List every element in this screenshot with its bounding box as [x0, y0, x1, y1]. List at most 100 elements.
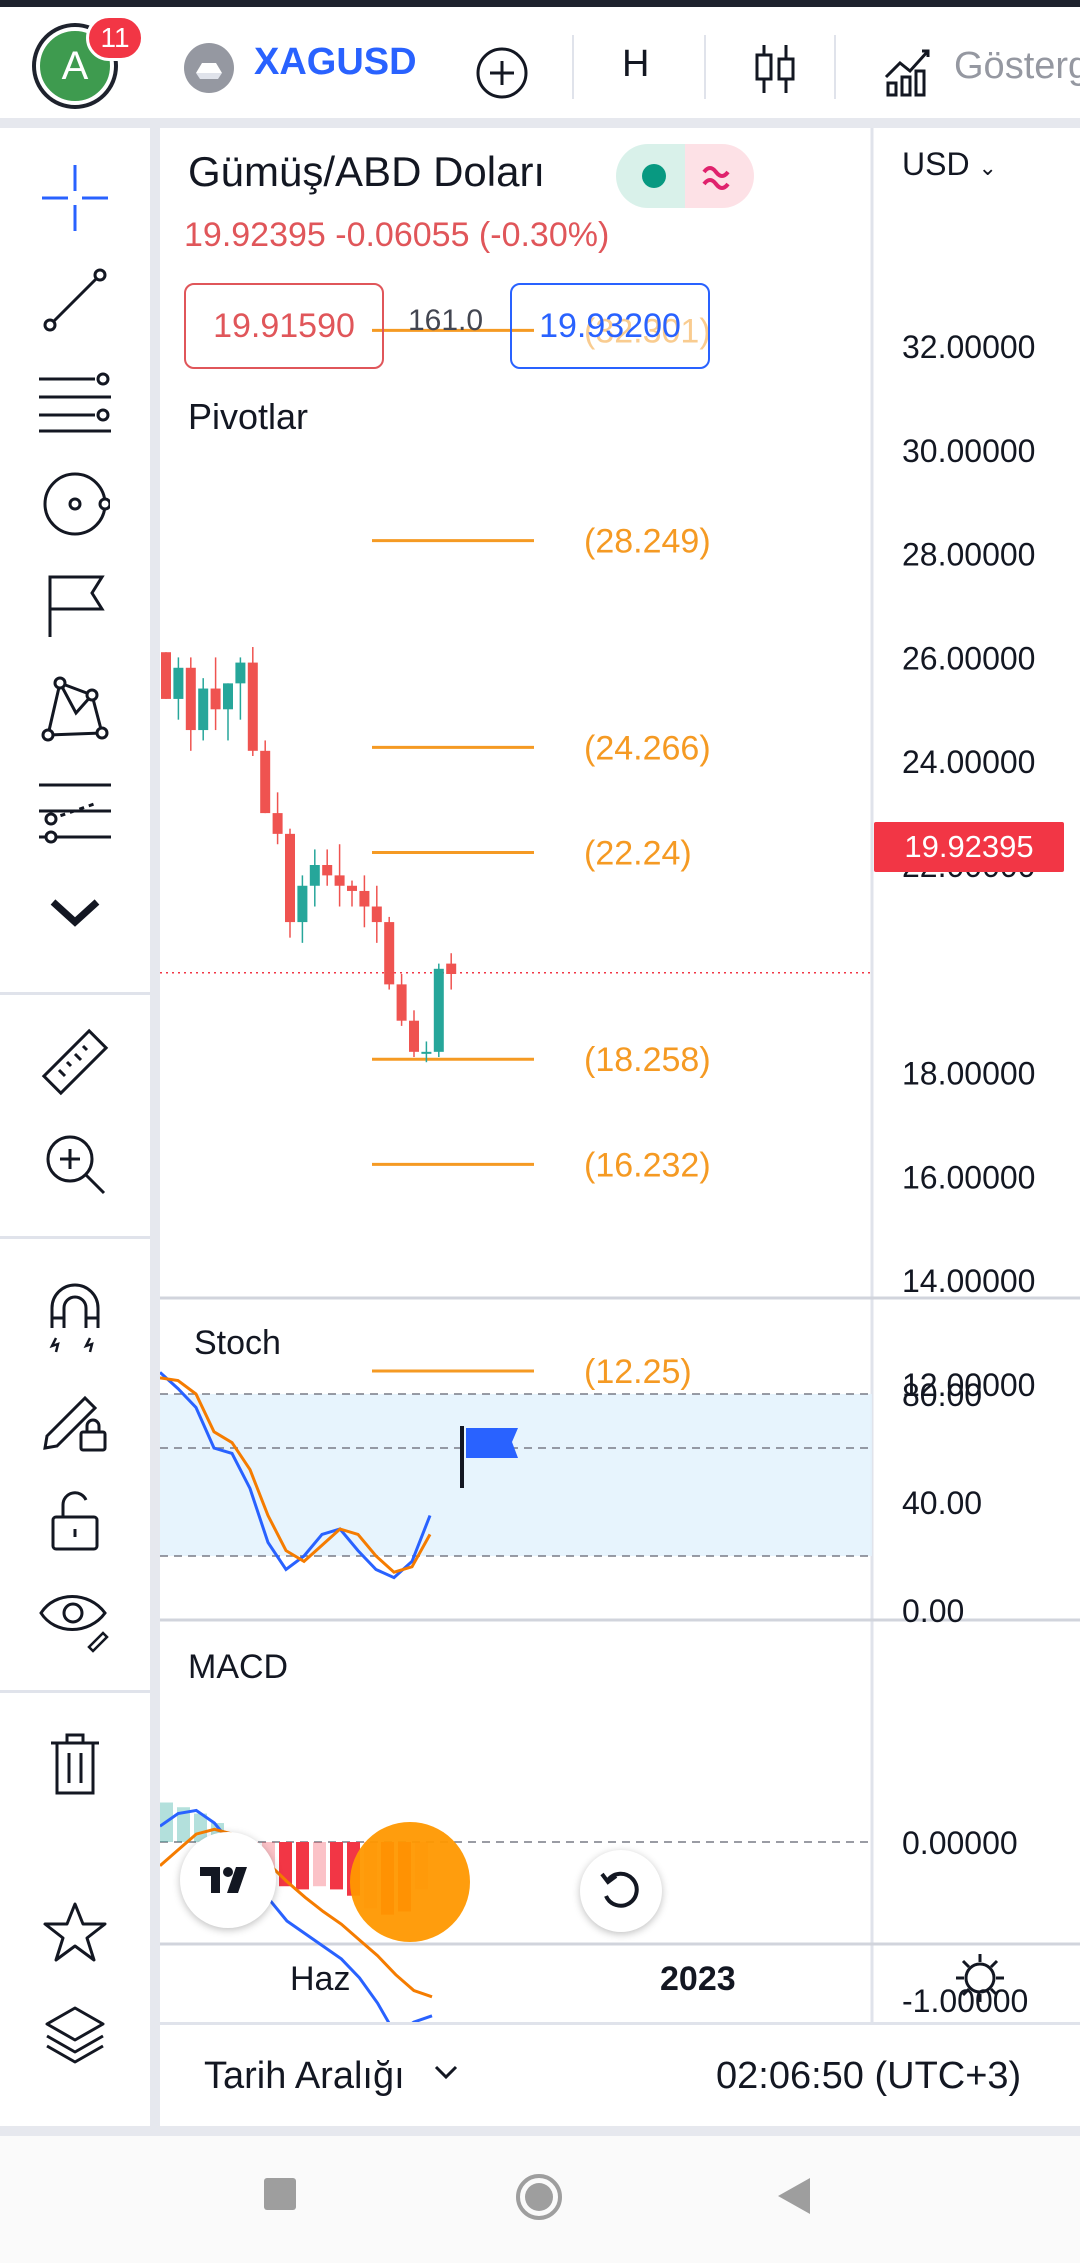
- candle-body: [297, 885, 308, 923]
- floating-action-button[interactable]: [350, 1822, 470, 1942]
- avatar-letter: A: [61, 43, 89, 88]
- crosshair-icon[interactable]: [35, 158, 115, 238]
- macd-axis-tick: 0.00000: [902, 1825, 1018, 1861]
- sidebar-divider: [0, 1236, 150, 1239]
- macd-pane-label[interactable]: MACD: [188, 1648, 289, 1686]
- candle-body: [433, 968, 444, 1052]
- lock-drawing-icon[interactable]: [35, 1378, 115, 1458]
- forecast-icon[interactable]: [35, 770, 115, 850]
- zoom-icon[interactable]: [35, 1124, 115, 1204]
- sell-button[interactable]: 19.91590: [184, 283, 384, 369]
- price-axis-tick: 16.00000: [902, 1159, 1035, 1195]
- candle-body: [347, 885, 357, 891]
- top-toolbar: A 11 XAGUSD H Gösterg: [0, 0, 1080, 118]
- add-icon[interactable]: [474, 45, 530, 106]
- stoch-axis-tick: 0.00: [902, 1593, 964, 1629]
- date-range-button[interactable]: Tarih Aralığı: [204, 2055, 405, 2097]
- candle-body: [409, 1020, 419, 1052]
- candle-body: [198, 688, 209, 731]
- chevron-down-icon: ⌄: [978, 155, 997, 180]
- trash-icon[interactable]: [35, 1724, 115, 1804]
- candle-body: [247, 662, 258, 751]
- pivot-label: (16.232): [584, 1146, 711, 1184]
- macd-histogram-bar: [177, 1807, 190, 1842]
- price-axis-tick: 28.00000: [902, 537, 1035, 573]
- flag-marker-icon: [460, 1426, 518, 1488]
- macd-line: [160, 1827, 433, 1999]
- price-axis-tick: 14.00000: [902, 1263, 1035, 1299]
- macd-histogram-bar: [313, 1842, 326, 1887]
- pattern-icon[interactable]: [35, 668, 115, 748]
- macd-histogram-bar: [296, 1842, 309, 1890]
- trend-line-icon[interactable]: [35, 260, 115, 340]
- stoch-line: [160, 1371, 432, 1580]
- market-status-pill[interactable]: [616, 144, 754, 208]
- silver-icon: [184, 43, 234, 93]
- pivot-label: (28.249): [584, 523, 711, 561]
- ruler-icon[interactable]: [35, 1022, 115, 1102]
- toolbar-divider: [572, 35, 574, 99]
- layers-icon[interactable]: [35, 1994, 115, 2074]
- time-axis-label: 2023: [660, 1960, 736, 1998]
- toolbar-divider: [834, 35, 836, 99]
- magnet-icon[interactable]: [35, 1278, 115, 1358]
- sidebar-divider: [0, 1690, 150, 1693]
- tradingview-logo[interactable]: [180, 1832, 276, 1928]
- star-icon[interactable]: [35, 1892, 115, 1972]
- candle-body: [359, 890, 370, 907]
- candle-body: [371, 906, 382, 923]
- spread-value: 161.0: [408, 304, 484, 337]
- candle-body: [173, 667, 184, 699]
- candle-body: [272, 813, 283, 834]
- clock-timezone[interactable]: 02:06:50 (UTC+3): [716, 2055, 1022, 2097]
- macd-histogram-bar: [330, 1842, 343, 1890]
- interval-button[interactable]: H: [622, 43, 650, 85]
- back-icon[interactable]: [776, 2176, 812, 2221]
- bottom-bar: Tarih Aralığı 02:06:50 (UTC+3): [160, 2022, 1080, 2126]
- symbol-button[interactable]: XAGUSD: [254, 41, 417, 83]
- candle-body: [446, 963, 457, 974]
- android-nav-bar: [0, 2136, 1080, 2263]
- candle-body: [185, 667, 196, 731]
- price-axis-tick: 26.00000: [902, 640, 1035, 676]
- chevron-down-icon[interactable]: [432, 2063, 460, 2088]
- time-axis-label: Haz: [290, 1960, 351, 1998]
- chart-canvas[interactable]: (32.301) (28.249) (24.266) (22.24) (18.258) (…: [160, 128, 1080, 2126]
- recent-apps-icon[interactable]: [262, 2176, 298, 2217]
- stoch-axis-tick: 80.00: [902, 1377, 982, 1413]
- toolbar-divider: [704, 35, 706, 99]
- legend-title: Gümüş/ABD Doları: [188, 148, 546, 195]
- fib-icon[interactable]: [35, 362, 115, 442]
- flag-cloth: [466, 1428, 518, 1458]
- price-axis-tick: 12.00000: [902, 1367, 1035, 1403]
- stoch-band: [160, 1394, 872, 1556]
- home-icon[interactable]: [514, 2172, 564, 2227]
- circle-icon[interactable]: [35, 464, 115, 544]
- eye-icon[interactable]: [35, 1578, 115, 1658]
- price-axis-tick: 32.00000: [902, 329, 1035, 365]
- reset-chart-icon[interactable]: [580, 1850, 662, 1932]
- notification-badge: 11: [86, 15, 144, 61]
- buy-button[interactable]: 19.93200: [510, 283, 710, 369]
- currency-selector[interactable]: USD ⌄: [902, 146, 997, 183]
- sidebar-divider: [0, 992, 150, 995]
- candle-body: [260, 750, 271, 814]
- indicators-label[interactable]: Gösterg: [954, 45, 1080, 87]
- gear-icon[interactable]: [952, 1950, 1008, 2011]
- indicator-icon[interactable]: [880, 41, 936, 102]
- pivots-indicator-label[interactable]: Pivotlar: [188, 396, 309, 437]
- legend-price-change: 19.92395 -0.06055 (-0.30%): [184, 216, 610, 254]
- flag-icon[interactable]: [35, 566, 115, 646]
- chevron-down-icon[interactable]: [35, 872, 115, 952]
- current-price-badge: 19.92395: [874, 822, 1064, 872]
- drawing-toolbar: [0, 128, 150, 2126]
- candle-body: [421, 1051, 432, 1054]
- price-axis-tick: 18.00000: [902, 1056, 1035, 1092]
- candle-icon[interactable]: [750, 41, 800, 102]
- pivot-label: (32.301): [584, 312, 711, 350]
- candle-body: [322, 865, 333, 876]
- chart-area[interactable]: (32.301) (28.249) (24.266) (22.24) (18.258) (…: [160, 128, 1080, 2126]
- unlock-icon[interactable]: [35, 1480, 115, 1560]
- stoch-pane-label[interactable]: Stoch: [188, 1324, 287, 1363]
- candle-body: [384, 922, 395, 985]
